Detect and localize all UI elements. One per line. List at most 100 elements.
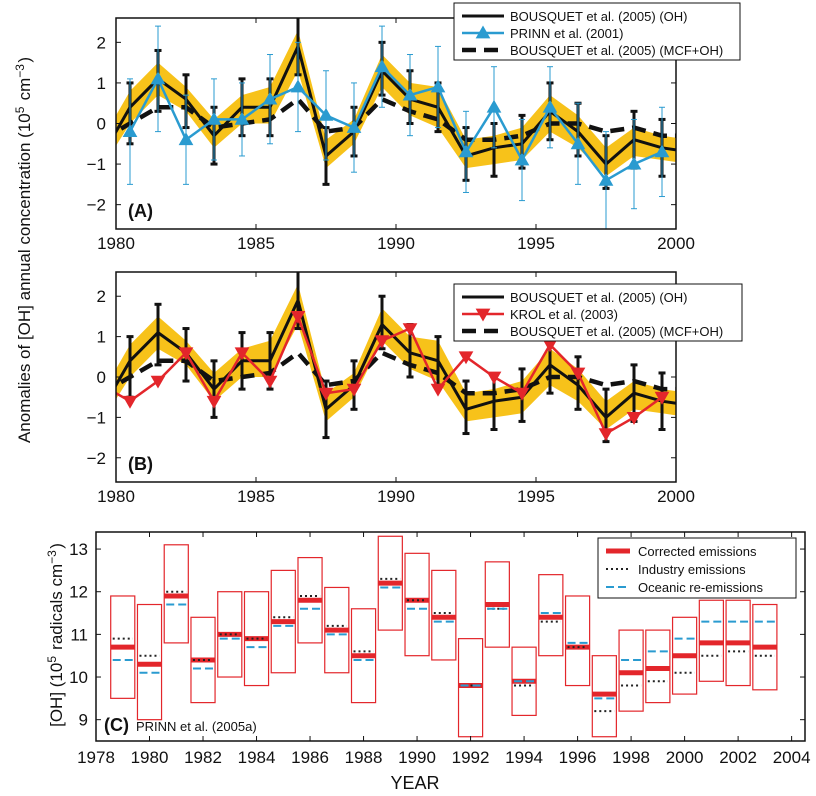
legend-marker [475, 25, 491, 39]
x-tick-label: 1995 [517, 487, 555, 506]
krol-marker [262, 375, 278, 389]
krol-marker [150, 375, 166, 389]
text-span: cm [15, 78, 34, 105]
text-span: ) [15, 57, 34, 63]
krol-marker [570, 367, 586, 381]
uncertainty-box [404, 552, 430, 657]
legend-label: Industry emissions [638, 562, 746, 577]
krol-marker [654, 391, 670, 405]
krol-marker [402, 323, 418, 337]
legend-label: PRINN et al. (2001) [510, 26, 623, 41]
legend-box [453, 283, 743, 342]
source-annotation: PRINN et al. (2005a) [136, 719, 257, 734]
prinn-marker [402, 87, 418, 101]
y-tick-label: −1 [87, 155, 106, 174]
prinn-marker [570, 136, 586, 150]
series-prinn-line [128, 64, 663, 182]
x-tick-label: 1986 [291, 748, 329, 767]
y-axis-label: [OH] (105 radicals cm−3 ) [45, 543, 66, 727]
panel-c: 13 12 11 10 9 1978 1980 1982 1984 1986 1988 1990 199… [45, 531, 811, 793]
x-tick-label: 1994 [505, 748, 543, 767]
legend-label: Oceanic re-emissions [638, 580, 763, 595]
x-tick-label: 1985 [237, 234, 275, 253]
x-tick-label: 1978 [77, 748, 115, 767]
y-tick-label: −1 [87, 408, 106, 427]
y-tick-label: 2 [97, 287, 106, 306]
y-tick-label: 2 [97, 33, 106, 52]
legend-label: BOUSQUET et al. (2005) (OH) [510, 290, 687, 305]
prinn-marker [122, 124, 138, 137]
x-tick-label: 1990 [377, 234, 415, 253]
legend: BOUSQUET et al. (2005) (OH) PRINN et al. … [453, 2, 741, 61]
krol-marker [122, 395, 138, 409]
prinn-marker [150, 71, 166, 85]
krol-marker [598, 428, 614, 442]
series-oh-line [116, 41, 676, 167]
krol-marker [374, 335, 390, 349]
prinn-marker [626, 156, 642, 170]
y-tick-label: 12 [69, 583, 88, 602]
y-tick-label: 1 [97, 74, 106, 93]
text-span: 5 [13, 106, 27, 113]
panel-label: (A) [128, 201, 153, 221]
x-axis-label: YEAR [390, 773, 439, 793]
prinn-marker [598, 172, 614, 186]
krol-marker [430, 383, 446, 397]
x-tick-label: 2000 [657, 487, 695, 506]
y-tick-label: 0 [97, 115, 106, 134]
prinn-marker [206, 111, 222, 125]
y-tick-label: 1 [97, 328, 106, 347]
y-tick-label: −2 [87, 449, 106, 468]
x-tick-label: 1980 [97, 234, 135, 253]
text-span: −3 [13, 64, 27, 78]
x-tick-label: 1984 [238, 748, 276, 767]
krol-marker [318, 387, 334, 401]
legend-label: Corrected emissions [638, 544, 757, 559]
legend: BOUSQUET et al. (2005) (OH) KROL et al. (… [453, 283, 743, 342]
legend-box [453, 2, 741, 61]
x-tick-label: 1990 [377, 487, 415, 506]
series-mcf-oh-line [116, 96, 676, 142]
prinn-marker [178, 132, 194, 146]
x-tick-label: 1996 [559, 748, 597, 767]
series-mcf-oh-line [116, 349, 676, 396]
krol-marker [346, 383, 362, 397]
x-tick-label: 1992 [452, 748, 490, 767]
krol-marker [626, 412, 642, 425]
prinn-marker [514, 152, 530, 166]
x-tick-label: 1980 [97, 487, 135, 506]
x-tick-label: 1982 [184, 748, 222, 767]
uncertainty-band [116, 30, 676, 177]
legend-label: BOUSQUET et al. (2005) (MCF+OH) [510, 43, 723, 58]
x-tick-label: 2000 [657, 234, 695, 253]
prinn-marker [430, 79, 446, 93]
prinn-marker [234, 111, 250, 125]
legend-label: KROL et al. (2003) [510, 307, 618, 322]
legend-box [597, 537, 797, 599]
text-span: radicals cm [47, 564, 66, 655]
text-span: [OH] (10 [47, 663, 66, 727]
y-tick-label: 10 [69, 668, 88, 687]
legend-label: BOUSQUET et al. (2005) (OH) [510, 9, 687, 24]
x-tick-label: 2004 [773, 748, 811, 767]
legend-label: BOUSQUET et al. (2005) (MCF+OH) [510, 324, 723, 339]
krol-marker [458, 351, 474, 365]
x-tick-label: 1998 [612, 748, 650, 767]
text-span: −3 [45, 550, 59, 564]
y-tick-label: 0 [97, 368, 106, 387]
prinn-marker [486, 99, 502, 113]
plot-area [116, 272, 676, 444]
panel-a: 2 1 0 −1 −2 1980 1985 1990 1995 2000 (A) BOUSQUET e… [87, 2, 741, 253]
prinn-marker [318, 107, 334, 121]
prinn-marker [654, 144, 670, 158]
shared-y-axis-label: Anomalies of [OH] annual concentration (… [13, 57, 34, 443]
krol-marker [514, 387, 530, 401]
legend-marker [475, 308, 491, 322]
prinn-marker [458, 144, 474, 158]
y-tick-label: 11 [70, 625, 88, 644]
x-tick-label: 1990 [398, 748, 436, 767]
krol-marker [234, 347, 250, 361]
text-span: ) [47, 543, 66, 549]
panel-b: 2 1 0 −1 −2 1980 1985 1990 1995 2000 (B) BOUSQUET e… [87, 271, 743, 506]
